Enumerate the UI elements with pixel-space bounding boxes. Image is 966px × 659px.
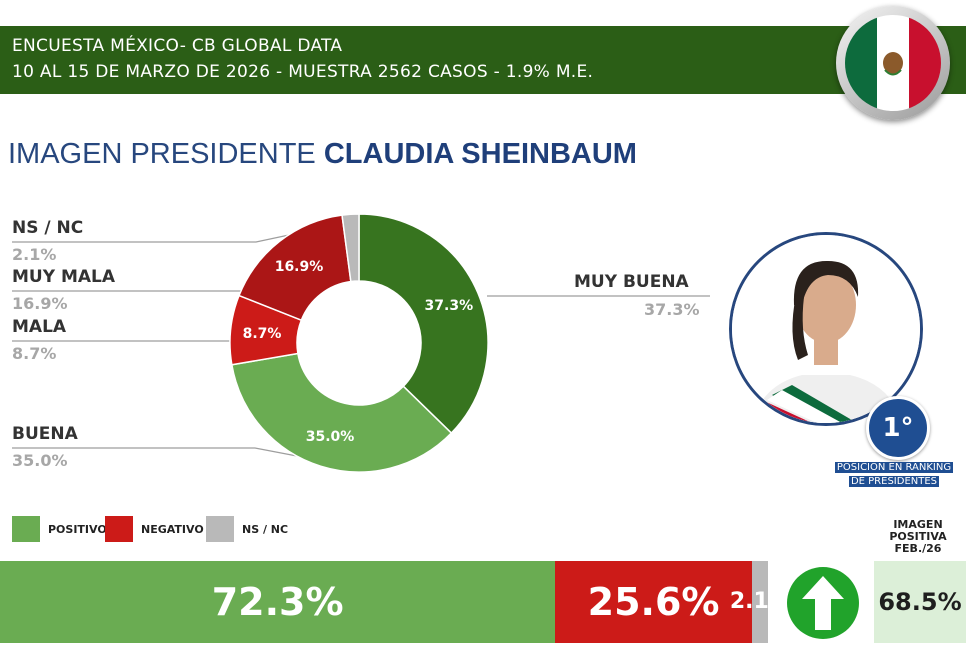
imagen-positiva-line1: IMAGEN: [893, 518, 943, 531]
imagen-positiva-label: IMAGEN POSITIVA FEB./26: [870, 519, 966, 555]
donut-chart: 37.3% 35.0% 8.7% 16.9%: [12, 213, 710, 473]
imagen-positiva-value: 68.5%: [874, 561, 966, 643]
pct-mala: 8.7%: [12, 344, 57, 363]
ranking-badge: 1°: [866, 396, 930, 460]
bar-positivo: 72.3%: [0, 561, 556, 643]
slice-muy-mala-value: 16.9%: [275, 259, 324, 275]
legend-swatch-negativo: [105, 516, 133, 542]
legend-label-ns-nc: NS / NC: [242, 522, 289, 536]
slice-muy-buena-value: 37.3%: [425, 298, 474, 314]
legend-ns-nc: NS / NC: [206, 516, 288, 542]
header-banner: ENCUESTA MÉXICO- CB GLOBAL DATA 10 AL 15…: [0, 26, 966, 94]
title-prefix: IMAGEN PRESIDENTE: [8, 138, 316, 170]
survey-title: ENCUESTA MÉXICO- CB GLOBAL DATA: [12, 36, 343, 56]
pct-muy-buena: 37.3%: [644, 300, 700, 319]
label-mala: MALA: [12, 317, 67, 337]
legend-negativo: NEGATIVO: [105, 516, 204, 542]
page-title: IMAGEN PRESIDENTE CLAUDIA SHEINBAUM: [8, 138, 637, 171]
ranking-caption: POSICIÓN EN RANKING DE PRESIDENTES: [822, 461, 966, 489]
ranking-caption-line2: DE PRESIDENTES: [848, 476, 940, 487]
label-ns-nc: NS / NC: [12, 218, 84, 238]
label-muy-mala: MUY MALA: [12, 267, 116, 287]
pct-buena: 35.0%: [12, 451, 68, 470]
legend-label-negativo: NEGATIVO: [141, 522, 204, 536]
legend-positivo: POSITIVO: [12, 516, 107, 542]
slice-ns-nc: [341, 213, 360, 283]
bar-ns-nc: 2.1%: [730, 561, 768, 643]
slice-buena: [230, 352, 453, 473]
up-arrow-icon: [787, 567, 859, 639]
pct-ns-nc: 2.1%: [12, 245, 57, 264]
legend-swatch-ns-nc: [206, 516, 234, 542]
legend-label-positivo: POSITIVO: [48, 522, 107, 536]
president-name: CLAUDIA SHEINBAUM: [323, 138, 637, 170]
president-portrait: [729, 232, 923, 426]
label-buena: BUENA: [12, 424, 78, 444]
imagen-positiva-line2: POSITIVA: [889, 530, 947, 543]
slice-mala-value: 8.7%: [243, 326, 282, 342]
slice-muy-buena: [358, 213, 489, 435]
stacked-bar: 72.3%25.6%2.1%: [0, 561, 768, 643]
legend-swatch-positivo: [12, 516, 40, 542]
ranking-caption-line1: POSICIÓN EN RANKING: [834, 462, 954, 473]
label-muy-buena: MUY BUENA: [574, 272, 689, 292]
mexico-flag-icon: [836, 6, 950, 120]
survey-details: 10 AL 15 DE MARZO DE 2026 - MUESTRA 2562…: [12, 62, 594, 82]
bar-negativo: 25.6%: [555, 561, 752, 643]
slice-buena-value: 35.0%: [306, 429, 355, 445]
pct-muy-mala: 16.9%: [12, 294, 68, 313]
imagen-positiva-line3: FEB./26: [894, 542, 942, 555]
